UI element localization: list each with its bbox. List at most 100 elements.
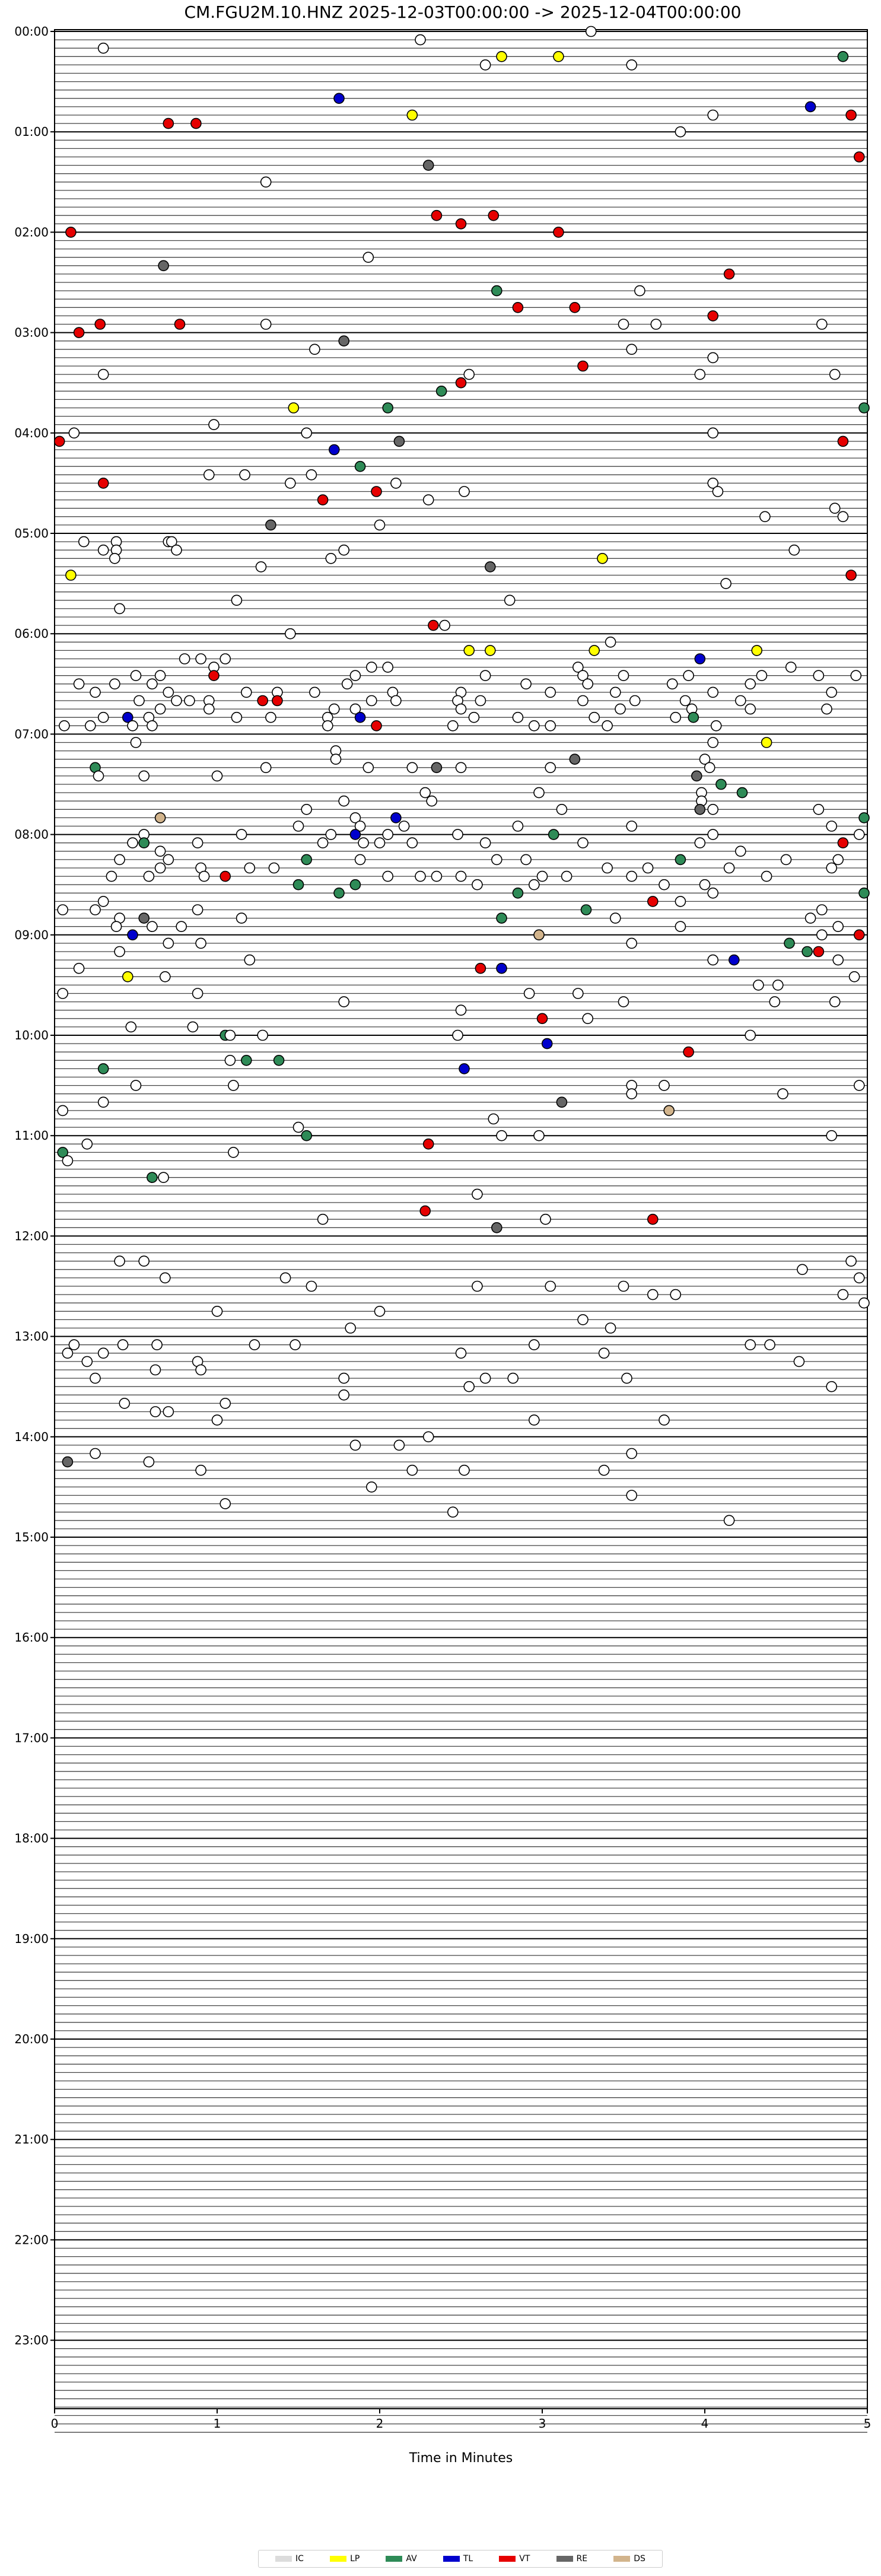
event-point-av: [736, 787, 748, 799]
event-point-ic: [780, 854, 792, 866]
event-point-vt: [536, 1013, 548, 1025]
event-point-ic: [533, 787, 545, 799]
event-point-ic: [154, 862, 166, 874]
event-point-tl: [349, 829, 361, 840]
event-point-ic: [753, 979, 764, 991]
event-point-ic: [114, 854, 125, 866]
event-point-tl: [694, 653, 706, 664]
chart-title: CM.FGU2M.10.HNZ 2025-12-03T00:00:00 -> 2…: [185, 2, 742, 22]
event-point-ic: [472, 879, 483, 891]
event-point-ic: [659, 879, 670, 891]
event-point-ic: [345, 1322, 357, 1334]
event-point-ic: [349, 703, 361, 715]
event-point-ic: [659, 1414, 670, 1426]
event-point-ic: [650, 319, 662, 330]
event-point-ic: [826, 1381, 837, 1392]
event-point-ic: [68, 1339, 80, 1350]
event-point-ic: [309, 344, 320, 355]
event-point-ic: [598, 1464, 610, 1476]
legend-swatch: [443, 2556, 460, 2562]
event-point-ic: [520, 678, 532, 690]
event-point-vt: [455, 218, 467, 230]
event-point-ic: [138, 770, 150, 782]
event-point-ic: [723, 862, 735, 874]
event-point-ic: [422, 1431, 434, 1443]
event-point-ic: [249, 1339, 260, 1350]
event-point-ic: [159, 1272, 171, 1284]
event-point-ic: [133, 695, 145, 707]
event-point-lp: [484, 645, 496, 656]
event-point-ic: [236, 912, 247, 924]
y-tick-label: 12:00: [14, 1229, 49, 1243]
event-point-ic: [479, 837, 491, 848]
event-point-av: [382, 402, 394, 414]
event-point-re: [393, 435, 405, 447]
event-point-ic: [224, 1055, 236, 1066]
event-point-ic: [618, 1280, 629, 1292]
event-point-ic: [239, 469, 250, 481]
event-point-ic: [832, 921, 844, 932]
event-point-ic: [704, 762, 715, 774]
event-point-vt: [854, 151, 865, 163]
event-point-ic: [220, 1398, 231, 1409]
event-point-ic: [707, 427, 718, 439]
event-point-ic: [556, 804, 568, 815]
event-point-ic: [618, 670, 629, 681]
event-point-ic: [707, 888, 718, 899]
event-point-ic: [479, 670, 491, 681]
event-point-ic: [455, 762, 467, 774]
event-point-av: [548, 829, 559, 840]
y-tick-label: 08:00: [14, 828, 49, 842]
event-point-ic: [198, 870, 210, 882]
event-point-ic: [109, 552, 120, 564]
event-point-tl: [390, 812, 402, 823]
event-point-ic: [785, 662, 797, 673]
event-point-ic: [699, 879, 711, 891]
event-point-ic: [127, 720, 138, 732]
event-point-ic: [415, 870, 426, 882]
event-point-ic: [85, 720, 96, 732]
event-point-ic: [707, 737, 718, 748]
legend: IC LP AV TL VT RE DS: [258, 2550, 663, 2568]
event-point-ic: [626, 937, 637, 949]
event-point-lp: [122, 971, 133, 982]
event-point-ic: [415, 34, 426, 46]
event-point-ic: [723, 1515, 735, 1526]
event-point-ic: [832, 954, 844, 966]
event-point-ic: [171, 544, 182, 556]
event-point-ic: [90, 1448, 101, 1459]
event-point-vt: [837, 837, 849, 848]
event-point-vt: [65, 227, 77, 238]
y-tick-label: 04:00: [14, 426, 49, 440]
event-point-ic: [858, 1297, 870, 1309]
event-point-ic: [561, 870, 573, 882]
event-point-vt: [272, 695, 283, 707]
event-point-ic: [647, 1289, 659, 1300]
event-point-av: [57, 1147, 68, 1158]
event-point-ic: [626, 1448, 637, 1459]
event-point-tl: [333, 93, 345, 104]
event-point-ic: [707, 954, 718, 966]
event-point-ic: [455, 1004, 467, 1016]
legend-swatch: [613, 2556, 631, 2562]
event-point-ic: [813, 804, 825, 815]
event-point-lp: [597, 552, 608, 564]
event-point-re: [691, 770, 702, 782]
event-point-vt: [428, 619, 439, 631]
event-point-ic: [621, 1372, 632, 1384]
event-point-tl: [127, 929, 138, 941]
event-point-tl: [729, 954, 740, 966]
event-point-ic: [528, 1339, 540, 1350]
event-point-ic: [772, 979, 784, 991]
event-point-ic: [244, 862, 256, 874]
y-tick-label: 07:00: [14, 727, 49, 741]
event-point-ic: [589, 711, 600, 723]
event-point-ic: [545, 686, 556, 698]
event-point-av: [273, 1055, 285, 1066]
event-point-vt: [220, 870, 231, 882]
event-point-ic: [154, 703, 166, 715]
event-point-ic: [284, 628, 296, 640]
event-point-vt: [419, 1205, 431, 1217]
event-point-ic: [284, 478, 296, 489]
legend-label: AV: [406, 2554, 417, 2564]
